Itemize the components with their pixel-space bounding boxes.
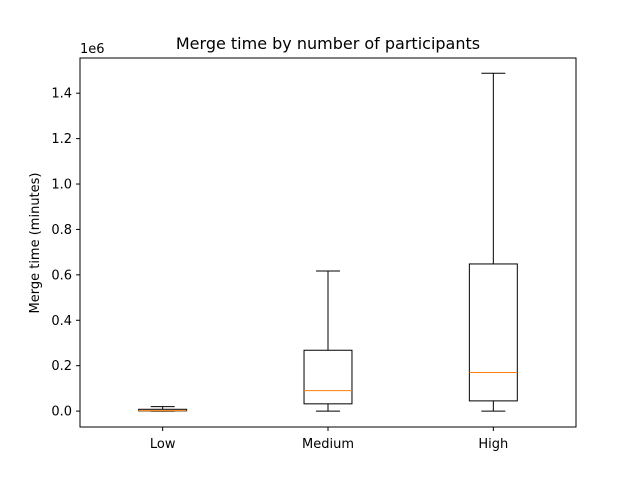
y-tick-label: 1.0 bbox=[51, 178, 72, 193]
x-tick-label: Medium bbox=[302, 437, 354, 452]
y-axis-offset-label: 1e6 bbox=[80, 42, 105, 57]
y-tick-label: 1.2 bbox=[51, 132, 72, 147]
x-tick-label: Low bbox=[150, 437, 176, 452]
chart-title: Merge time by number of participants bbox=[176, 34, 480, 53]
box-high bbox=[468, 263, 518, 402]
y-tick-label: 0.4 bbox=[51, 314, 72, 329]
x-tick-label: High bbox=[478, 437, 508, 452]
y-axis-label: Merge time (minutes) bbox=[28, 173, 43, 314]
plot-area: 0.0 0.2 0.4 0.6 0.8 1.0 1.2 1.4 Low Medium High bbox=[51, 72, 518, 452]
y-tick-label: 0.2 bbox=[51, 359, 72, 374]
y-tick-label: 0.6 bbox=[51, 268, 72, 283]
box-medium bbox=[303, 349, 353, 405]
y-tick-label: 0.0 bbox=[51, 405, 72, 420]
axes-frame bbox=[79, 57, 577, 428]
y-tick-label: 0.8 bbox=[51, 223, 72, 238]
y-tick-label: 1.4 bbox=[51, 87, 72, 102]
